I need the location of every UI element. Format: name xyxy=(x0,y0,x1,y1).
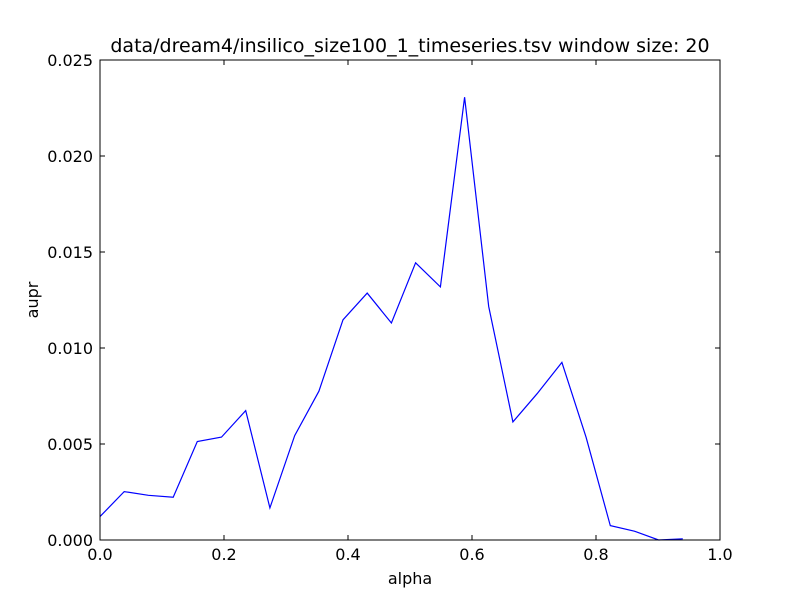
x-tick-label: 0.6 xyxy=(459,545,484,564)
x-tick-label: 1.0 xyxy=(707,545,732,564)
y-axis-label: aupr xyxy=(23,281,42,318)
x-tick-label: 0.0 xyxy=(87,545,112,564)
y-tick-label: 0.020 xyxy=(47,147,93,166)
series-line-0 xyxy=(99,97,683,541)
y-tick-label: 0.000 xyxy=(47,531,93,550)
x-axis-label: alpha xyxy=(388,569,432,588)
chart-title: data/dream4/insilico_size100_1_timeserie… xyxy=(110,35,709,57)
y-tick-label: 0.025 xyxy=(47,51,93,70)
y-tick-label: 0.005 xyxy=(47,435,93,454)
x-tick-label: 0.4 xyxy=(335,545,360,564)
y-tick-label: 0.010 xyxy=(47,339,93,358)
y-tick-label: 0.015 xyxy=(47,243,93,262)
x-tick-label: 0.2 xyxy=(211,545,236,564)
plot-frame xyxy=(99,59,721,541)
x-tick-label: 0.8 xyxy=(583,545,608,564)
plot-area: 0.0 0.2 0.4 0.6 0.8 1.0 0.000 0.005 0.010 0.015 0.… xyxy=(47,51,733,564)
